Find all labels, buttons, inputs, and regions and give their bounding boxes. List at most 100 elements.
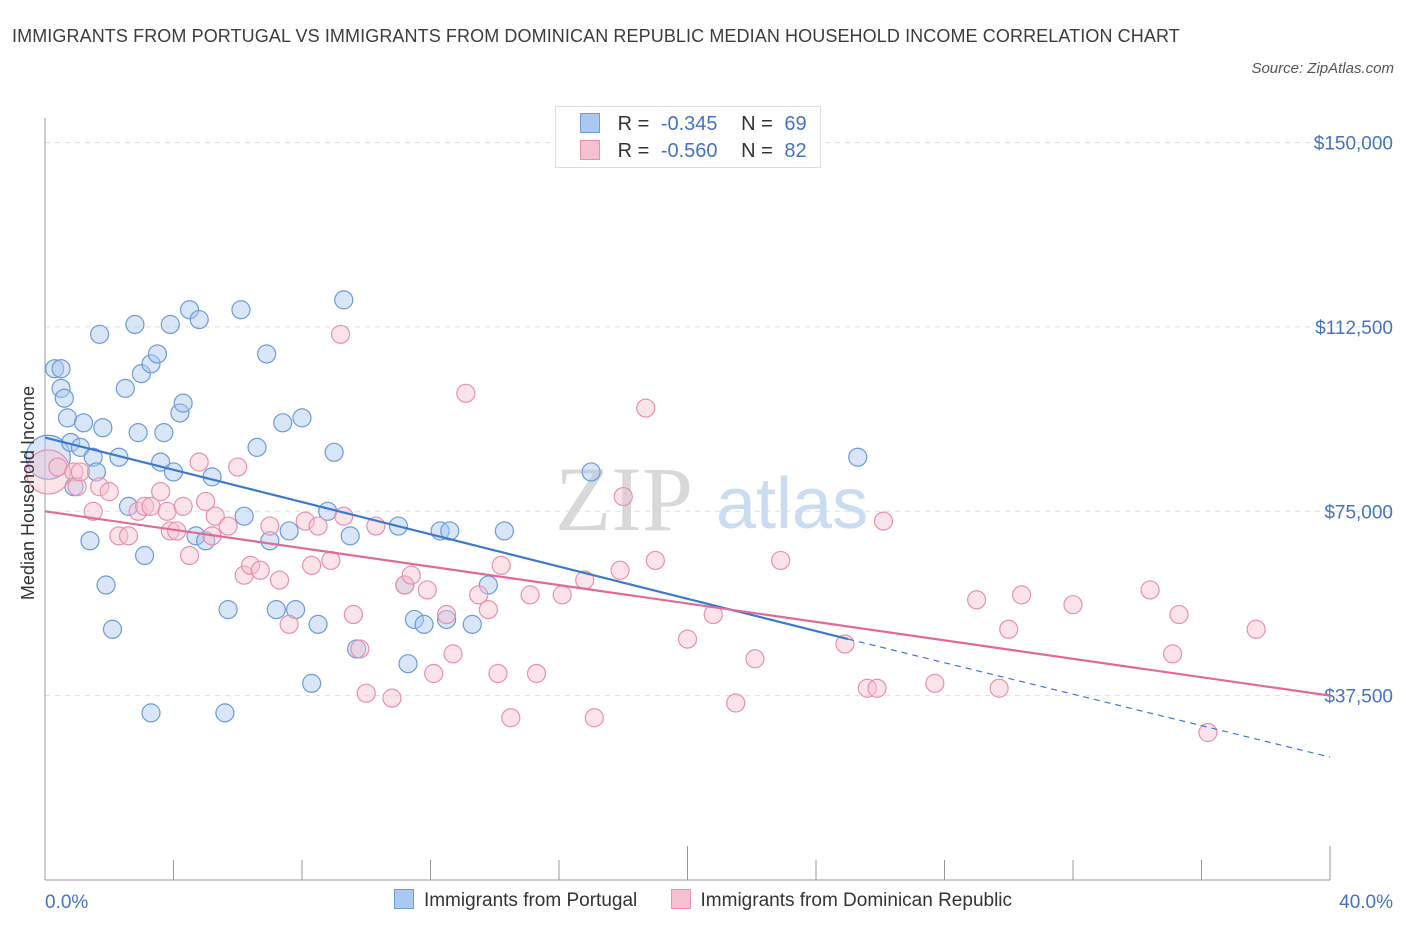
portugal-point [215,703,235,723]
dominican-point [128,501,148,521]
legend-item-portugal[interactable]: Immigrants from Portugal [393,889,637,912]
portugal-point [102,619,123,639]
dominican-point [1063,595,1083,615]
watermark-zip: ZIP [555,448,693,550]
axes [44,118,1331,881]
dominican-point [189,452,209,472]
dominican-point [250,560,270,580]
dominican-point [1140,580,1160,600]
portugal-point [340,526,360,546]
portugal-point [257,344,277,364]
dominican-point [118,526,139,546]
portugal-point [189,309,209,330]
dominican-point [157,501,177,521]
dominican-point [109,526,129,546]
dominican-point [488,663,508,684]
dominican-point [401,565,421,585]
dominican-point [302,555,322,575]
portugal-r-value: -0.345 [660,113,718,135]
dominican-point [350,639,370,659]
dominican-point [456,383,476,403]
portugal-point [404,609,425,630]
x-tick-labels: 0.0% 40.0% [45,892,1393,913]
dominican-point [857,678,878,698]
dominican-point [925,673,945,693]
portugal-point [848,447,868,467]
dominican-point [67,477,87,497]
portugal-point [93,418,113,438]
portugal-point [131,364,151,384]
portugal-point [90,324,110,344]
dominican-trend-line [44,510,1331,697]
portugal-point [147,344,168,364]
dominican-point [469,585,489,605]
portugal-point [218,600,238,620]
dominican-point [48,457,68,477]
legend-row-dominican: R = -0.560 N = 82 [580,140,807,166]
dominican-point [173,496,193,516]
portugal-point [25,434,71,480]
dominican-point [279,614,299,634]
dominican-point [873,511,894,531]
dominican-legend-swatch [670,889,691,909]
y-tick-label: $37,500 [1324,687,1393,708]
portugal-r-label: R = [617,113,650,135]
portugal-point [141,354,161,374]
y-axis-title: Median Household Income [18,386,38,600]
dominican-point [443,644,463,664]
dominican-point [83,501,103,521]
portugal-point [196,531,216,551]
dominican-point [436,604,457,625]
dominican-point [228,457,248,477]
portugal-point [128,423,148,443]
portugal-point [436,609,457,630]
portugal-point [179,300,200,320]
portugal-point [266,600,286,620]
portugal-trend-line [44,436,849,641]
portugal-point [160,314,180,335]
portugal-point [273,413,293,433]
dominican-point [90,477,110,497]
portugal-point [173,393,193,413]
dominican-point [417,580,437,600]
dominican-legend-label: Immigrants from Dominican Republic [700,890,1013,911]
dominican-point [196,491,216,512]
portugal-point [134,545,155,566]
portugal-point [414,614,434,634]
portugal-point [581,462,601,482]
x-tick-label-min: 0.0% [45,892,88,913]
portugal-swatch [580,113,600,133]
dominican-n-value: 82 [784,140,807,162]
dominican-point [989,678,1009,698]
portugal-point [51,359,71,379]
portugal-point [83,447,103,467]
dominican-point [771,550,791,571]
series-portugal-points [25,290,868,723]
dominican-point [552,585,572,605]
portugal-n-value: 69 [784,113,807,135]
stats-legend: R = -0.345 N = 69 R = -0.560 N = 82 [555,106,821,168]
source-label: Source: ZipAtlas.com [1251,60,1394,77]
legend-item-dominican[interactable]: Immigrants from Dominican Republic [670,889,1013,912]
portugal-n-label: N = [741,113,773,135]
portugal-point [334,290,354,310]
portugal-point [302,673,322,693]
portugal-point [462,614,482,634]
dominican-point [356,683,376,703]
x-tick-label-max: 40.0% [1339,892,1393,913]
portugal-point [279,521,299,541]
dominican-r-value: -0.560 [660,140,718,162]
portugal-point [80,531,100,551]
dominican-point [867,678,887,698]
y-tick-label: $112,500 [1315,318,1393,339]
dominican-r-label: R = [617,140,650,162]
dominican-point [726,693,746,713]
dominican-point [636,398,656,418]
y-tick-label: $75,000 [1324,502,1393,523]
portugal-point [324,442,344,462]
gridlines [45,142,1390,697]
series-dominican-points [25,324,1266,743]
dominican-point [613,486,633,507]
dominican-point [1246,619,1266,639]
